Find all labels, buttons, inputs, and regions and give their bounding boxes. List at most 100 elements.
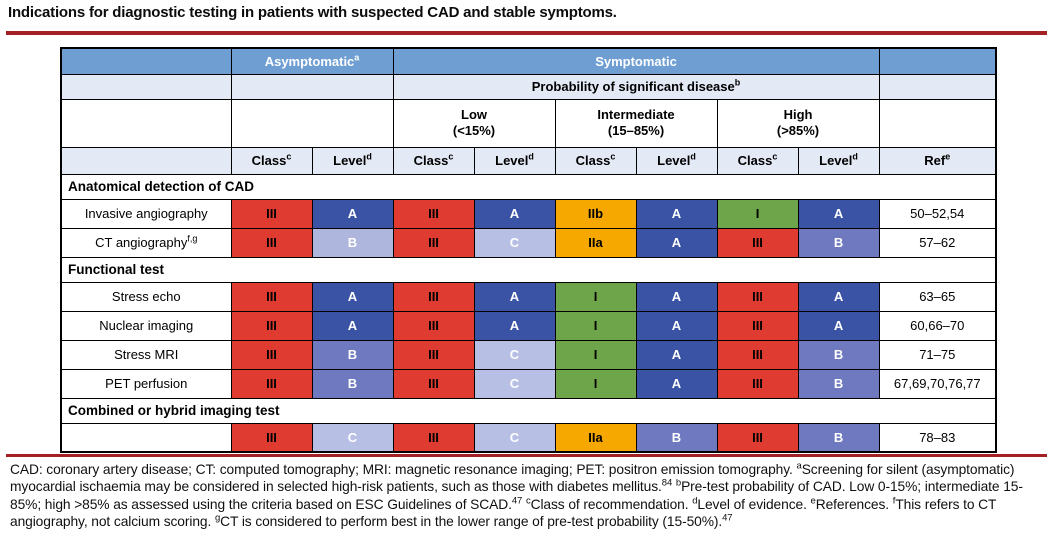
level-label: Level bbox=[819, 153, 853, 168]
ref-corner-cell bbox=[878, 47, 997, 75]
grade-cell: IIa bbox=[554, 227, 637, 258]
empty-cell bbox=[878, 73, 997, 100]
section-header: Anatomical detection of CAD bbox=[60, 173, 997, 200]
row-label-text: Stress echo bbox=[111, 289, 181, 304]
grade-cell: III bbox=[392, 227, 475, 258]
grade-cell: A bbox=[635, 339, 718, 370]
level-column-header: Leveld bbox=[635, 146, 718, 175]
class-column-header: Classc bbox=[716, 146, 799, 175]
top-rule bbox=[6, 31, 1047, 35]
grade-cell: I bbox=[554, 339, 637, 370]
row-label: Invasive angiography bbox=[60, 198, 232, 229]
class-label: Class bbox=[413, 153, 449, 168]
footnote-superscript: d bbox=[692, 495, 698, 507]
level-column-header: Leveld bbox=[797, 146, 880, 175]
indications-table: Asymptomatica Symptomatic Probability of… bbox=[60, 47, 998, 453]
class-column-header: Classc bbox=[230, 146, 313, 175]
class-sup: c bbox=[286, 151, 292, 162]
footnote: CAD: coronary artery disease; CT: comput… bbox=[10, 461, 1046, 531]
grade-cell: III bbox=[230, 198, 313, 229]
grade-cell: IIa bbox=[554, 422, 637, 453]
grade-cell: C bbox=[473, 227, 556, 258]
level-sup: d bbox=[366, 151, 372, 162]
grade-cell: A bbox=[473, 310, 556, 341]
grade-cell: C bbox=[473, 422, 556, 453]
grade-cell: B bbox=[635, 422, 718, 453]
grade-cell: III bbox=[392, 368, 475, 399]
grade-cell: B bbox=[797, 368, 880, 399]
empty-cell bbox=[60, 146, 232, 175]
asymptomatic-label: Asymptomatic bbox=[264, 53, 355, 69]
footnote-superscript: 47 bbox=[722, 512, 733, 524]
grade-cell: B bbox=[311, 368, 394, 399]
ref-sup: e bbox=[945, 151, 951, 162]
grade-cell: III bbox=[716, 368, 799, 399]
footnote-text: Level of evidence. bbox=[697, 496, 811, 512]
grade-cell: A bbox=[797, 281, 880, 312]
grade-cell: B bbox=[797, 422, 880, 453]
row-label: PET perfusion bbox=[60, 368, 232, 399]
probability-sup: b bbox=[734, 77, 741, 88]
empty-cell bbox=[60, 98, 232, 148]
grade-cell: III bbox=[392, 310, 475, 341]
grade-cell: III bbox=[716, 310, 799, 341]
level-column-header: Leveld bbox=[473, 146, 556, 175]
footnote-superscript: 47 bbox=[511, 495, 523, 507]
grade-cell: A bbox=[635, 227, 718, 258]
symptomatic-label: Symptomatic bbox=[595, 53, 677, 69]
level-sup: d bbox=[690, 151, 696, 162]
footnote-text: Screening for silent (asymptomatic) myoc… bbox=[10, 462, 1015, 495]
ref-cell: 78–83 bbox=[878, 422, 997, 453]
grade-cell: C bbox=[473, 368, 556, 399]
footnote-superscript: e bbox=[810, 495, 816, 507]
row-label-text: PET perfusion bbox=[105, 376, 188, 391]
footnote-text: CAD: coronary artery disease; CT: comput… bbox=[10, 462, 797, 477]
level-label: Level bbox=[333, 153, 367, 168]
grade-cell: C bbox=[473, 339, 556, 370]
grade-cell: A bbox=[797, 310, 880, 341]
row-label-text: CT angiography bbox=[95, 235, 188, 250]
intermediate-range: (15–85%) bbox=[607, 123, 665, 138]
symptomatic-header: Symptomatic bbox=[392, 47, 880, 75]
empty-cell bbox=[60, 73, 232, 100]
ref-cell: 60,66–70 bbox=[878, 310, 997, 341]
empty-cell bbox=[230, 98, 394, 148]
class-column-header: Classc bbox=[392, 146, 475, 175]
footnote-superscript: b bbox=[675, 477, 682, 489]
grade-cell: I bbox=[554, 281, 637, 312]
grade-cell: A bbox=[473, 281, 556, 312]
high-label: High bbox=[783, 106, 813, 122]
high-probability-header: High (>85%) bbox=[716, 98, 880, 148]
intermediate-label: Intermediate bbox=[597, 106, 675, 122]
row-label-text: Nuclear imaging bbox=[99, 318, 194, 333]
row-label-text: Stress MRI bbox=[114, 347, 179, 362]
grade-cell: III bbox=[230, 339, 313, 370]
low-probability-header: Low (<15%) bbox=[392, 98, 556, 148]
intermediate-probability-header: Intermediate (15–85%) bbox=[554, 98, 718, 148]
ref-cell: 71–75 bbox=[878, 339, 997, 370]
ref-cell: 63–65 bbox=[878, 281, 997, 312]
class-sup: c bbox=[772, 151, 778, 162]
footnote-superscript: a bbox=[796, 460, 802, 472]
probability-label: Probability of significant disease bbox=[531, 79, 735, 94]
footnote-text: This refers to CT angiography, not calci… bbox=[10, 496, 997, 530]
table-title: Indications for diagnostic testing in pa… bbox=[8, 4, 617, 21]
grade-cell: A bbox=[635, 310, 718, 341]
row-label: Stress MRI bbox=[60, 339, 232, 370]
grade-cell: A bbox=[797, 198, 880, 229]
ref-cell: 67,69,70,76,77 bbox=[878, 368, 997, 399]
bottom-rule bbox=[6, 454, 1047, 457]
ref-column-header: Refe bbox=[878, 146, 997, 175]
grade-cell: IIb bbox=[554, 198, 637, 229]
footnote-text: Class of recommendation. bbox=[530, 496, 693, 512]
grade-cell: III bbox=[716, 227, 799, 258]
footnote-superscript: c bbox=[525, 495, 531, 507]
grade-cell: A bbox=[311, 310, 394, 341]
grade-cell: A bbox=[473, 198, 556, 229]
grade-cell: III bbox=[716, 281, 799, 312]
class-label: Class bbox=[575, 153, 611, 168]
grade-cell: I bbox=[554, 368, 637, 399]
grade-cell: III bbox=[392, 281, 475, 312]
grade-cell: III bbox=[392, 422, 475, 453]
